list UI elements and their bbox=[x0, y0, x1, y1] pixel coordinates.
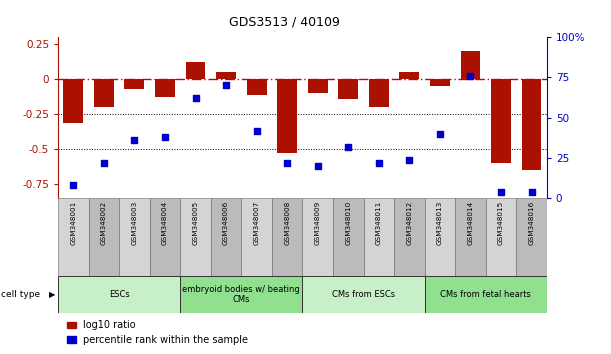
Bar bbox=[308, 79, 327, 93]
Bar bbox=[150, 198, 180, 276]
Text: embryoid bodies w/ beating
CMs: embryoid bodies w/ beating CMs bbox=[183, 285, 300, 304]
Point bbox=[343, 144, 353, 149]
Text: GSM348014: GSM348014 bbox=[467, 201, 474, 245]
Text: GSM348005: GSM348005 bbox=[192, 201, 199, 245]
Point bbox=[527, 189, 536, 195]
Bar bbox=[58, 198, 89, 276]
Text: ▶: ▶ bbox=[49, 290, 56, 299]
Text: GSM348002: GSM348002 bbox=[101, 201, 107, 245]
Text: GSM348013: GSM348013 bbox=[437, 201, 443, 245]
Text: GSM348006: GSM348006 bbox=[223, 201, 229, 245]
Bar bbox=[272, 198, 302, 276]
Bar bbox=[455, 198, 486, 276]
Text: GSM348011: GSM348011 bbox=[376, 201, 382, 245]
Text: cell type: cell type bbox=[1, 290, 40, 299]
Bar bbox=[400, 72, 419, 79]
Text: GSM348001: GSM348001 bbox=[70, 201, 76, 245]
Point bbox=[160, 134, 170, 140]
Bar bbox=[430, 79, 450, 86]
Bar bbox=[461, 51, 480, 79]
Point bbox=[496, 189, 506, 195]
Point bbox=[404, 157, 414, 162]
Bar bbox=[186, 62, 205, 79]
Text: ESCs: ESCs bbox=[109, 290, 130, 299]
Legend: log10 ratio, percentile rank within the sample: log10 ratio, percentile rank within the … bbox=[63, 316, 252, 349]
Bar bbox=[180, 276, 302, 313]
Bar bbox=[491, 79, 511, 163]
Bar bbox=[211, 198, 241, 276]
Point bbox=[99, 160, 109, 166]
Point bbox=[252, 128, 262, 133]
Bar bbox=[64, 79, 83, 122]
Bar bbox=[155, 79, 175, 97]
Bar bbox=[302, 276, 425, 313]
Bar bbox=[277, 79, 297, 153]
Bar bbox=[119, 198, 150, 276]
Text: CMs from ESCs: CMs from ESCs bbox=[332, 290, 395, 299]
Bar bbox=[302, 198, 333, 276]
Point bbox=[191, 96, 200, 101]
Text: GDS3513 / 40109: GDS3513 / 40109 bbox=[229, 15, 340, 28]
Text: GSM348008: GSM348008 bbox=[284, 201, 290, 245]
Text: GSM348004: GSM348004 bbox=[162, 201, 168, 245]
Text: GSM348009: GSM348009 bbox=[315, 201, 321, 245]
Point bbox=[466, 73, 475, 79]
Bar bbox=[364, 198, 394, 276]
Text: GSM348016: GSM348016 bbox=[529, 201, 535, 245]
Point bbox=[435, 131, 445, 137]
Point bbox=[130, 137, 139, 143]
Bar bbox=[125, 79, 144, 89]
Point bbox=[313, 163, 323, 169]
Bar bbox=[338, 79, 358, 99]
Bar bbox=[425, 276, 547, 313]
Bar bbox=[180, 198, 211, 276]
Bar bbox=[58, 276, 180, 313]
Bar bbox=[89, 198, 119, 276]
Text: GSM348012: GSM348012 bbox=[406, 201, 412, 245]
Text: GSM348010: GSM348010 bbox=[345, 201, 351, 245]
Bar bbox=[216, 72, 236, 79]
Point bbox=[282, 160, 292, 166]
Point bbox=[68, 183, 78, 188]
Bar bbox=[522, 79, 541, 170]
Point bbox=[374, 160, 384, 166]
Text: GSM348003: GSM348003 bbox=[131, 201, 137, 245]
Bar bbox=[369, 79, 389, 107]
Bar bbox=[333, 198, 364, 276]
Bar bbox=[486, 198, 516, 276]
Bar bbox=[241, 198, 272, 276]
Point bbox=[221, 82, 231, 88]
Bar bbox=[516, 198, 547, 276]
Text: CMs from fetal hearts: CMs from fetal hearts bbox=[441, 290, 531, 299]
Bar bbox=[247, 79, 266, 95]
Text: GSM348015: GSM348015 bbox=[498, 201, 504, 245]
Text: GSM348007: GSM348007 bbox=[254, 201, 260, 245]
Bar bbox=[394, 198, 425, 276]
Bar bbox=[94, 79, 114, 107]
Bar bbox=[425, 198, 455, 276]
